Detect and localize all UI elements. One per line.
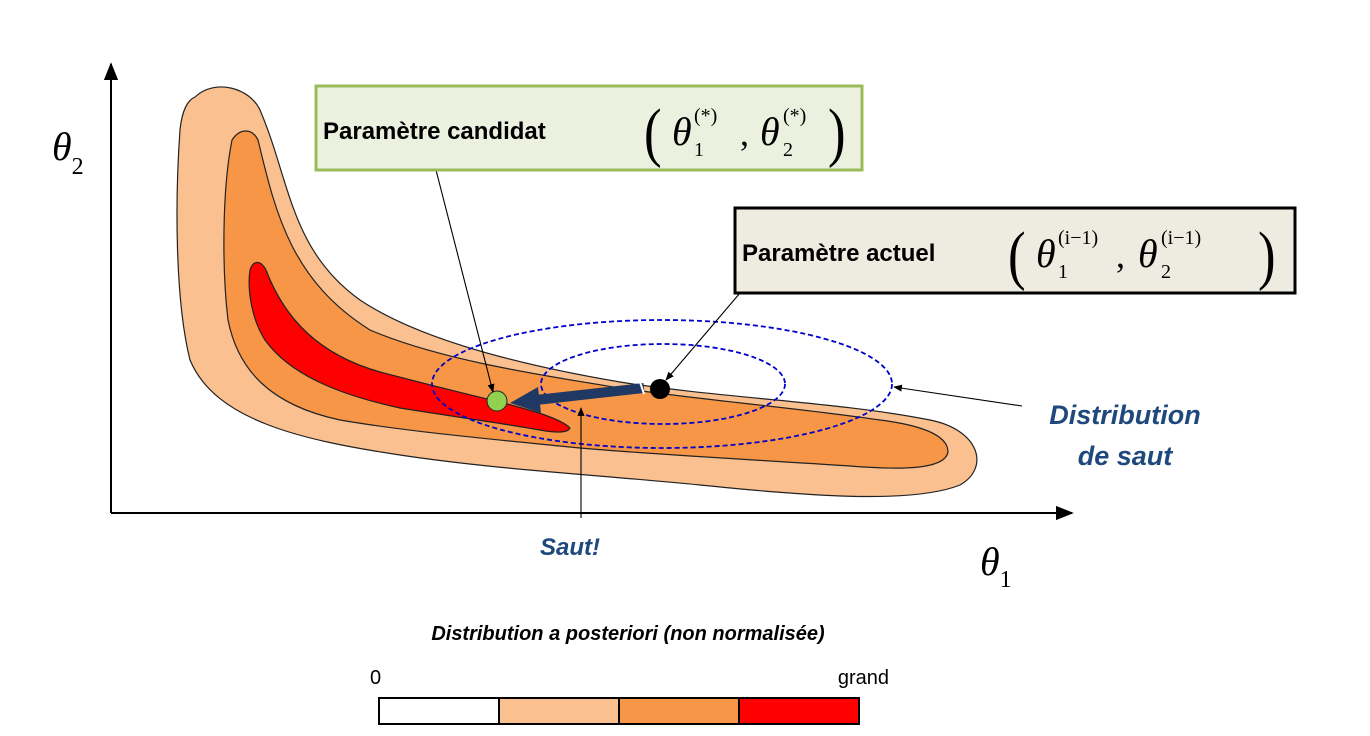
legend-swatch-2: [618, 697, 740, 725]
jump-distribution-label-line2: de saut: [1078, 441, 1174, 471]
current-leader-line: [665, 292, 741, 381]
posterior-contour-inner: [248, 261, 571, 433]
current-theta2: θ: [1138, 231, 1158, 276]
current-open-paren: (: [1008, 218, 1026, 291]
y-axis-label: θ2: [52, 124, 84, 180]
current-theta1-sub: 1: [1058, 261, 1068, 283]
legend-swatch-1: [498, 697, 620, 725]
current-theta2-sub: 2: [1161, 261, 1171, 283]
legend-min-label: 0: [370, 667, 381, 689]
jump-label: Saut!: [540, 534, 600, 561]
jump-arrow-shaft: [535, 383, 645, 405]
x-axis-label: θ1: [980, 539, 1012, 593]
legend-max-label: grand: [838, 667, 889, 689]
proposal-ellipse-inner: [540, 343, 786, 425]
current-theta1-sup: (i−1): [1058, 227, 1098, 249]
legend-title: Distribution a posteriori (non normalisé…: [431, 623, 825, 645]
jump-arrow-tail-highlight: [639, 381, 645, 395]
legend-swatch-0: [378, 697, 500, 725]
jump-distribution-leader-line: [893, 384, 1023, 407]
candidate-comma: ,: [740, 113, 749, 153]
current-comma: ,: [1116, 235, 1125, 275]
candidate-open-paren: (: [644, 95, 662, 168]
current-theta2-sup: (i−1): [1161, 227, 1201, 249]
legend-swatch-3: [738, 697, 860, 725]
current-theta1: θ: [1036, 231, 1056, 276]
candidate-theta2-sub: 2: [783, 139, 793, 161]
candidate-parameter-box: [314, 84, 864, 172]
candidate-theta2: θ: [760, 109, 780, 154]
candidate-theta1-sub: 1: [694, 139, 704, 161]
proposal-ellipse-outer: [431, 319, 893, 449]
candidate-close-paren: ): [828, 95, 846, 168]
candidate-theta2-sup: (*): [783, 105, 806, 127]
candidate-theta1: θ: [672, 109, 692, 154]
candidate-parameter-label: Paramètre candidat: [323, 118, 546, 145]
jump-arrow-head: [510, 387, 541, 413]
current-parameter-box: [733, 206, 1297, 295]
current-close-paren: ): [1258, 218, 1276, 291]
candidate-leader-line: [435, 169, 495, 393]
jump-distribution-label-line1: Distribution: [1049, 400, 1200, 430]
current-parameter-point: [650, 379, 670, 399]
candidate-theta1-sup: (*): [694, 105, 717, 127]
candidate-parameter-point: [486, 390, 508, 412]
current-parameter-label: Paramètre actuel: [742, 240, 935, 267]
